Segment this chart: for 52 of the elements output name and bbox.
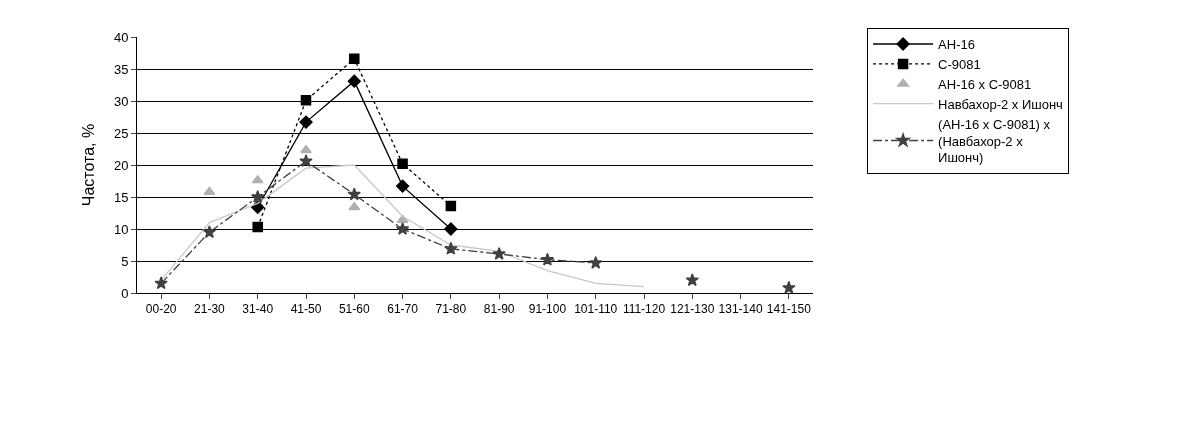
point [445, 200, 457, 212]
point [588, 255, 603, 269]
y-tick-label: 0 [121, 285, 129, 301]
point [250, 189, 265, 203]
point [395, 221, 410, 235]
point [444, 241, 458, 255]
point [540, 252, 555, 266]
point [397, 158, 408, 169]
point [300, 145, 312, 154]
x-tick-label: 00-20 [145, 302, 177, 317]
point [347, 74, 361, 88]
y-tick-label: 25 [113, 125, 129, 141]
point [492, 246, 506, 260]
point [782, 280, 796, 293]
y-tick-label: 40 [113, 29, 129, 45]
x-tick-label: 91-100 [528, 302, 567, 317]
point [300, 95, 312, 106]
x-tick-label: 21-30 [194, 302, 226, 317]
point [685, 273, 700, 287]
point [299, 154, 313, 168]
x-tick-label: 81-90 [483, 302, 515, 317]
legend-label: Навбахор-2 x Ишонч [938, 96, 1063, 112]
y-tick-label: 10 [113, 221, 129, 237]
legend-label: АН-16 x С-9081 [938, 76, 1032, 92]
x-tick-label: 51-60 [338, 302, 370, 317]
point [202, 225, 217, 239]
x-tick-label: 71-80 [435, 302, 467, 317]
point [395, 179, 410, 193]
x-tick-label: 61-70 [387, 302, 419, 317]
y-tick-label: 30 [113, 93, 129, 109]
point [347, 187, 362, 201]
legend-label: С-9081 [938, 56, 981, 72]
y-tick-label: 35 [113, 61, 129, 77]
x-tick-label: 41-50 [290, 302, 322, 317]
y-axis-title: Частота, % [79, 123, 97, 207]
point [349, 53, 360, 65]
x-tick-label: 111-120 [622, 302, 666, 317]
point [444, 222, 458, 236]
x-tick-label: 131-140 [718, 302, 763, 317]
y-tick-label: 5 [121, 253, 129, 269]
x-tick-label: 101-110 [574, 302, 618, 317]
point [299, 115, 313, 129]
x-tick-label: 141-150 [766, 302, 812, 317]
y-tick-label: 15 [113, 189, 129, 205]
x-tick-label: 31-40 [242, 302, 274, 317]
point [348, 201, 361, 211]
point [252, 221, 263, 233]
y-tick-label: 20 [113, 157, 129, 173]
point [154, 276, 168, 290]
legend-label: (АН-16 x С-9081) x (Навбахор-2 x Ишонч) [938, 116, 1051, 166]
legend-label: АН-16 [938, 37, 975, 53]
x-tick-label: 121-130 [670, 302, 715, 317]
